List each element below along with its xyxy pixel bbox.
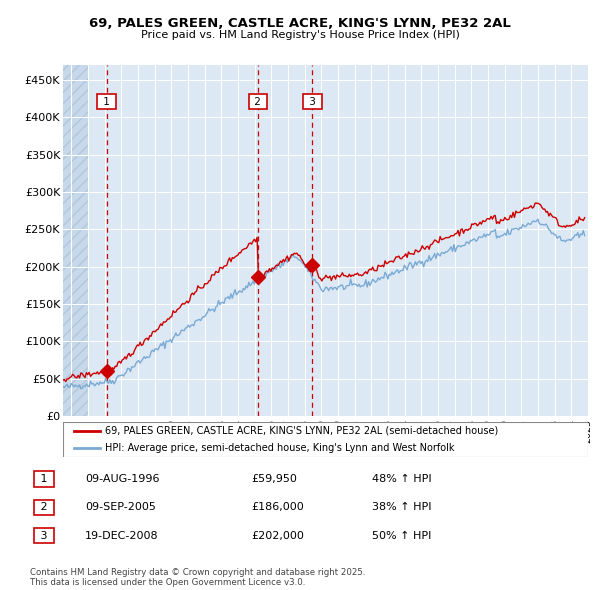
- Text: 69, PALES GREEN, CASTLE ACRE, KING'S LYNN, PE32 2AL: 69, PALES GREEN, CASTLE ACRE, KING'S LYN…: [89, 17, 511, 30]
- Text: 69, PALES GREEN, CASTLE ACRE, KING'S LYNN, PE32 2AL (semi-detached house): 69, PALES GREEN, CASTLE ACRE, KING'S LYN…: [105, 426, 498, 435]
- Text: 1: 1: [100, 97, 113, 107]
- Text: 2: 2: [37, 503, 51, 512]
- Text: £59,950: £59,950: [251, 474, 296, 484]
- Text: 48% ↑ HPI: 48% ↑ HPI: [372, 474, 432, 484]
- Text: 09-AUG-1996: 09-AUG-1996: [85, 474, 160, 484]
- Text: 2: 2: [251, 97, 265, 107]
- Text: £202,000: £202,000: [251, 531, 304, 540]
- Text: 1: 1: [37, 474, 51, 484]
- Text: £186,000: £186,000: [251, 503, 304, 512]
- Text: 09-SEP-2005: 09-SEP-2005: [85, 503, 156, 512]
- Text: 50% ↑ HPI: 50% ↑ HPI: [372, 531, 431, 540]
- Text: 19-DEC-2008: 19-DEC-2008: [85, 531, 159, 540]
- Bar: [63, 65, 89, 416]
- Text: 3: 3: [37, 531, 51, 540]
- Text: Contains HM Land Registry data © Crown copyright and database right 2025.
This d: Contains HM Land Registry data © Crown c…: [30, 568, 365, 587]
- Text: Price paid vs. HM Land Registry's House Price Index (HPI): Price paid vs. HM Land Registry's House …: [140, 31, 460, 40]
- Text: 38% ↑ HPI: 38% ↑ HPI: [372, 503, 432, 512]
- Text: HPI: Average price, semi-detached house, King's Lynn and West Norfolk: HPI: Average price, semi-detached house,…: [105, 444, 455, 453]
- Text: 3: 3: [306, 97, 319, 107]
